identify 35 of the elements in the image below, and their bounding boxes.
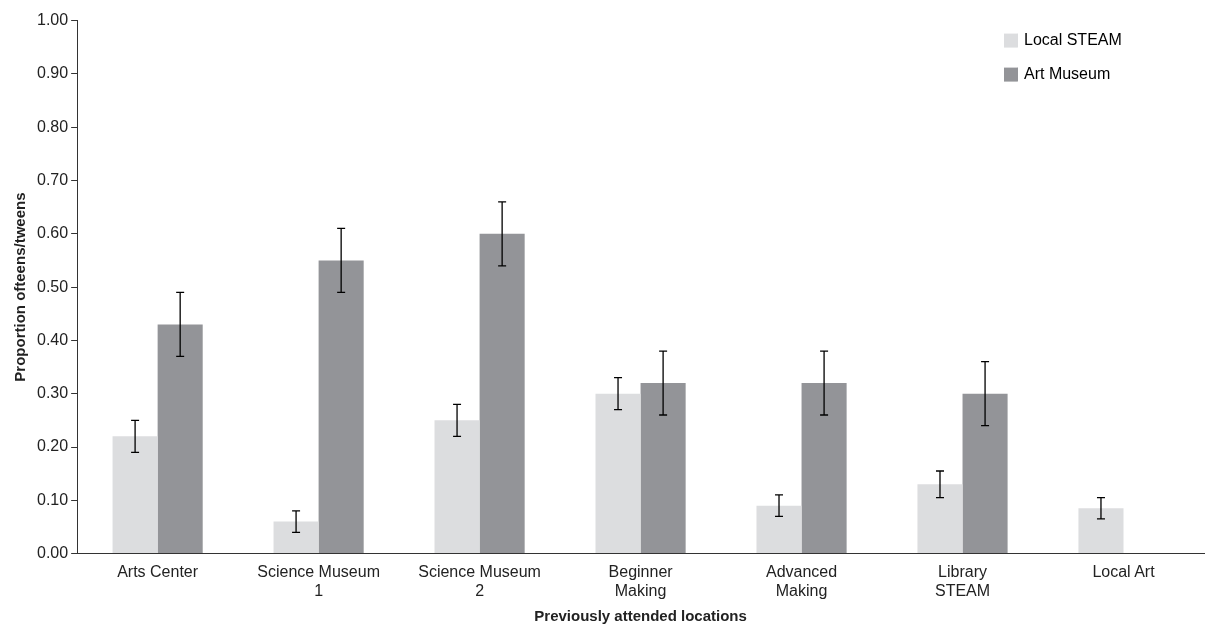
bar: [962, 393, 1008, 554]
x-tick-label: Library STEAM: [934, 562, 991, 599]
bar: [801, 383, 847, 554]
legend-label: Art Museum: [1024, 65, 1111, 83]
y-tick-label: 0.50: [37, 277, 69, 295]
x-tick-label: Beginner Making: [608, 562, 674, 599]
x-tick-label: Science Museum 1: [257, 562, 380, 599]
y-axis-title: Proportion ofteens/tweens: [11, 192, 29, 382]
y-tick-label: 0.30: [37, 384, 69, 402]
y-tick-label: 0.90: [37, 64, 69, 82]
bar: [640, 383, 686, 554]
x-tick-label: Science Museum 2: [418, 562, 541, 599]
bar: [917, 484, 963, 554]
y-tick-label: 0.80: [37, 117, 69, 135]
y-tick-label: 1.00: [37, 11, 69, 29]
x-tick-label: Advanced Making: [765, 562, 838, 599]
bar: [595, 393, 641, 554]
bar: [1078, 508, 1124, 554]
y-tick-label: 0.60: [37, 224, 69, 242]
y-tick-label: 0.00: [37, 544, 69, 562]
bar: [318, 260, 364, 554]
y-tick-label: 0.40: [37, 330, 69, 348]
bar: [273, 521, 319, 554]
x-axis-title: Previously attended locations: [534, 607, 747, 625]
y-tick-label: 0.20: [37, 437, 69, 455]
bar: [479, 233, 525, 554]
bar: [756, 505, 802, 554]
bar: [434, 420, 480, 554]
x-tick-label: Arts Center: [117, 562, 199, 580]
legend-label: Local STEAM: [1024, 31, 1122, 49]
y-tick-label: 0.10: [37, 490, 69, 508]
x-tick-label: Local Art: [1092, 562, 1156, 580]
bar: [112, 436, 158, 554]
bar: [157, 324, 203, 554]
y-tick-label: 0.70: [37, 170, 69, 188]
